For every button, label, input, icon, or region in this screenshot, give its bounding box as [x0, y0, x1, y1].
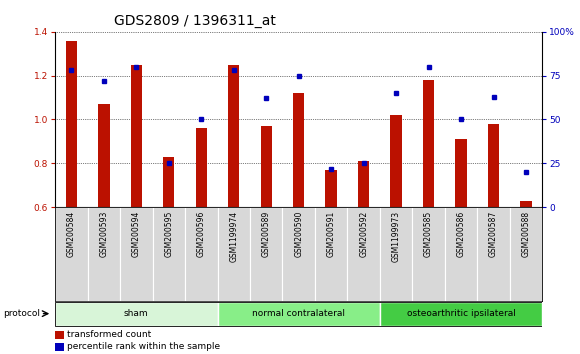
- Bar: [88, 207, 120, 301]
- Text: normal contralateral: normal contralateral: [252, 309, 345, 318]
- Bar: [380, 207, 412, 301]
- Bar: [55, 331, 64, 339]
- Bar: [358, 161, 369, 207]
- Bar: [380, 302, 542, 326]
- Bar: [250, 207, 282, 301]
- Bar: [120, 207, 153, 301]
- Bar: [510, 207, 542, 301]
- Bar: [412, 207, 445, 301]
- Text: GSM200591: GSM200591: [327, 211, 336, 257]
- Bar: [315, 207, 347, 301]
- Text: GSM1199973: GSM1199973: [392, 211, 401, 262]
- Bar: [130, 65, 142, 207]
- Text: GSM200585: GSM200585: [424, 211, 433, 257]
- Text: transformed count: transformed count: [67, 330, 151, 339]
- Text: GSM200592: GSM200592: [359, 211, 368, 257]
- Text: protocol: protocol: [3, 309, 40, 318]
- Bar: [98, 104, 110, 207]
- Text: GSM200588: GSM200588: [521, 211, 531, 257]
- Text: GSM200593: GSM200593: [99, 211, 108, 257]
- Bar: [347, 207, 380, 301]
- Bar: [325, 170, 337, 207]
- Bar: [260, 126, 272, 207]
- Bar: [488, 124, 499, 207]
- Bar: [163, 157, 175, 207]
- Text: GSM200595: GSM200595: [164, 211, 173, 257]
- Bar: [218, 207, 250, 301]
- Bar: [218, 302, 380, 326]
- Text: osteoarthritic ipsilateral: osteoarthritic ipsilateral: [407, 309, 516, 318]
- Bar: [455, 139, 467, 207]
- Bar: [282, 207, 315, 301]
- Bar: [185, 207, 218, 301]
- Text: GSM200584: GSM200584: [67, 211, 76, 257]
- Bar: [55, 302, 218, 326]
- Bar: [477, 207, 510, 301]
- Text: GSM200596: GSM200596: [197, 211, 206, 257]
- Text: percentile rank within the sample: percentile rank within the sample: [67, 342, 220, 352]
- Text: GSM200589: GSM200589: [262, 211, 271, 257]
- Bar: [55, 343, 64, 351]
- Bar: [153, 207, 185, 301]
- Text: GDS2809 / 1396311_at: GDS2809 / 1396311_at: [114, 14, 276, 28]
- Text: GSM200594: GSM200594: [132, 211, 141, 257]
- Text: GSM200586: GSM200586: [456, 211, 466, 257]
- Bar: [195, 128, 207, 207]
- Bar: [66, 41, 77, 207]
- Text: GSM200587: GSM200587: [489, 211, 498, 257]
- Text: sham: sham: [124, 309, 148, 318]
- Bar: [228, 65, 240, 207]
- Bar: [445, 207, 477, 301]
- Bar: [293, 93, 304, 207]
- Text: GSM200590: GSM200590: [294, 211, 303, 257]
- Text: GSM1199974: GSM1199974: [229, 211, 238, 262]
- Bar: [423, 80, 434, 207]
- Bar: [520, 200, 532, 207]
- Bar: [55, 207, 88, 301]
- Bar: [390, 115, 402, 207]
